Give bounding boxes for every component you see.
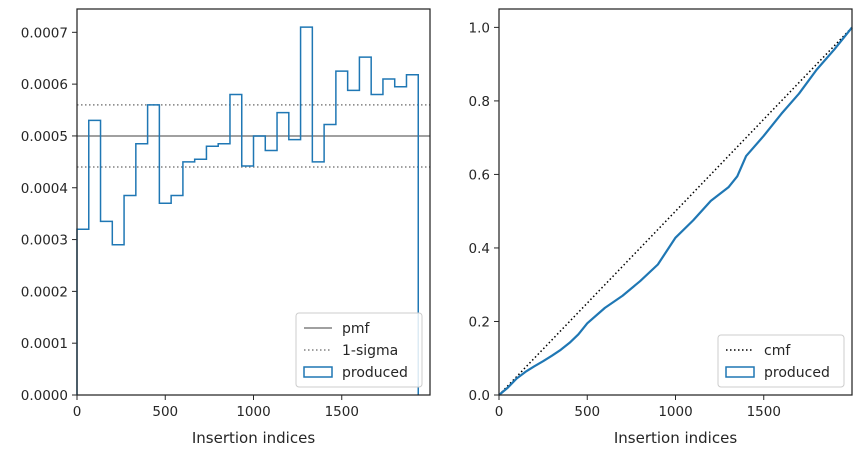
legend-label: produced [342, 365, 408, 381]
x-tick-label: 0 [495, 404, 504, 420]
chart-left-pmf-histogram: 0 500 1000 1500 0.0000 0.0001 0.0002 0.0003 0.00… [21, 8, 431, 447]
x-tick-label: 1500 [747, 404, 781, 420]
x-tick-label: 0 [73, 404, 82, 420]
legend-handle-box [725, 366, 755, 378]
legend-box [295, 312, 423, 388]
y-tick-label: 0.2 [469, 314, 490, 330]
y-tick-label: 0.0006 [21, 77, 68, 93]
legend: cmf produced [717, 334, 845, 388]
legend-label: 1-sigma [342, 343, 398, 359]
produced-histogram-step [76, 26, 419, 395]
y-tick-label: 0.0000 [21, 388, 68, 404]
y-tick-label: 0.8 [469, 94, 490, 110]
y-tick-label: 0.0002 [21, 284, 68, 300]
plot-frame [498, 8, 853, 396]
legend-box [717, 334, 845, 388]
x-axis-label: Insertion indices [614, 429, 737, 447]
y-tick-label: 0.0005 [21, 129, 68, 145]
legend-label: produced [764, 365, 830, 381]
x-tick-label: 1000 [236, 404, 270, 420]
produced-cmf-line [498, 26, 853, 396]
x-tick-label: 500 [152, 404, 178, 420]
y-tick-label: 0.0 [469, 388, 490, 404]
legend-label: cmf [764, 343, 791, 359]
legend: pmf 1-sigma produced [295, 312, 423, 388]
y-tick-label: 0.4 [469, 241, 490, 257]
legend-label: pmf [342, 321, 371, 337]
y-tick-label: 1.0 [469, 20, 490, 36]
x-tick-label: 1000 [658, 404, 692, 420]
y-tick-label: 0.0004 [21, 181, 68, 197]
y-tick-label: 0.0001 [21, 336, 68, 352]
cmf-line [498, 26, 853, 396]
x-tick-label: 500 [574, 404, 600, 420]
x-axis-label: Insertion indices [192, 429, 315, 447]
y-tick-label: 0.0007 [21, 25, 68, 41]
plot-frame [76, 8, 431, 396]
y-tick-label: 0.6 [469, 167, 490, 183]
chart-right-cmf-line: 0 500 1000 1500 0.0 0.2 0.4 0.6 0.8 1.0 Insertion … [469, 8, 853, 447]
x-tick-label: 1500 [325, 404, 359, 420]
legend-handle-box [303, 366, 333, 378]
y-tick-label: 0.0003 [21, 233, 68, 249]
